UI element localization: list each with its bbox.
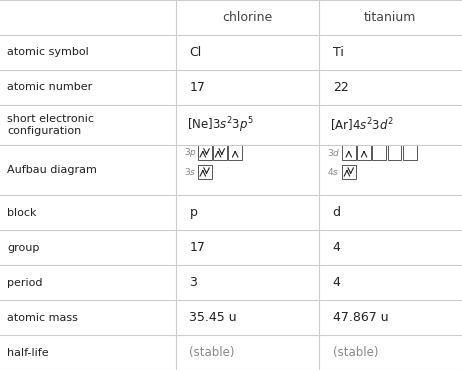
Text: 17: 17 xyxy=(189,81,205,94)
Text: Ti: Ti xyxy=(333,46,344,59)
Text: 4: 4 xyxy=(333,241,340,254)
Text: block: block xyxy=(7,208,36,218)
Text: half-life: half-life xyxy=(7,347,49,357)
Bar xyxy=(403,145,417,160)
Text: d: d xyxy=(333,206,340,219)
Text: 3: 3 xyxy=(189,276,197,289)
Text: chlorine: chlorine xyxy=(222,11,272,24)
Text: Aufbau diagram: Aufbau diagram xyxy=(7,165,97,175)
Bar xyxy=(228,145,242,160)
Text: titanium: titanium xyxy=(364,11,417,24)
Text: $\mathrm{[Ar]4\mathit{s}^{2}3\mathit{d}^{2}}$: $\mathrm{[Ar]4\mathit{s}^{2}3\mathit{d}^… xyxy=(330,116,395,134)
Text: atomic number: atomic number xyxy=(7,82,92,92)
Text: atomic mass: atomic mass xyxy=(7,313,78,323)
Bar xyxy=(357,145,371,160)
Text: Cl: Cl xyxy=(189,46,202,59)
Text: 35.45 u: 35.45 u xyxy=(189,311,237,324)
Text: short electronic
configuration: short electronic configuration xyxy=(7,114,94,136)
Text: (stable): (stable) xyxy=(333,346,378,359)
Text: 4: 4 xyxy=(333,276,340,289)
Text: $\mathrm{[Ne]3\mathit{s}^{2}3\mathit{p}^{5}}$: $\mathrm{[Ne]3\mathit{s}^{2}3\mathit{p}^… xyxy=(187,115,254,135)
Bar xyxy=(342,165,356,179)
Text: 17: 17 xyxy=(189,241,205,254)
Bar xyxy=(388,145,401,160)
Text: (stable): (stable) xyxy=(189,346,235,359)
Text: 47.867 u: 47.867 u xyxy=(333,311,388,324)
Text: $4s$: $4s$ xyxy=(327,166,339,178)
Text: $3p$: $3p$ xyxy=(184,147,197,159)
Text: p: p xyxy=(189,206,197,219)
Text: atomic symbol: atomic symbol xyxy=(7,47,89,57)
Bar xyxy=(342,145,356,160)
Text: 22: 22 xyxy=(333,81,348,94)
Bar xyxy=(198,165,212,179)
Text: $3s$: $3s$ xyxy=(184,166,196,178)
Text: period: period xyxy=(7,278,43,288)
Text: group: group xyxy=(7,243,39,253)
Bar xyxy=(198,145,212,160)
Text: $3d$: $3d$ xyxy=(327,147,340,158)
Bar xyxy=(213,145,227,160)
Bar xyxy=(372,145,386,160)
